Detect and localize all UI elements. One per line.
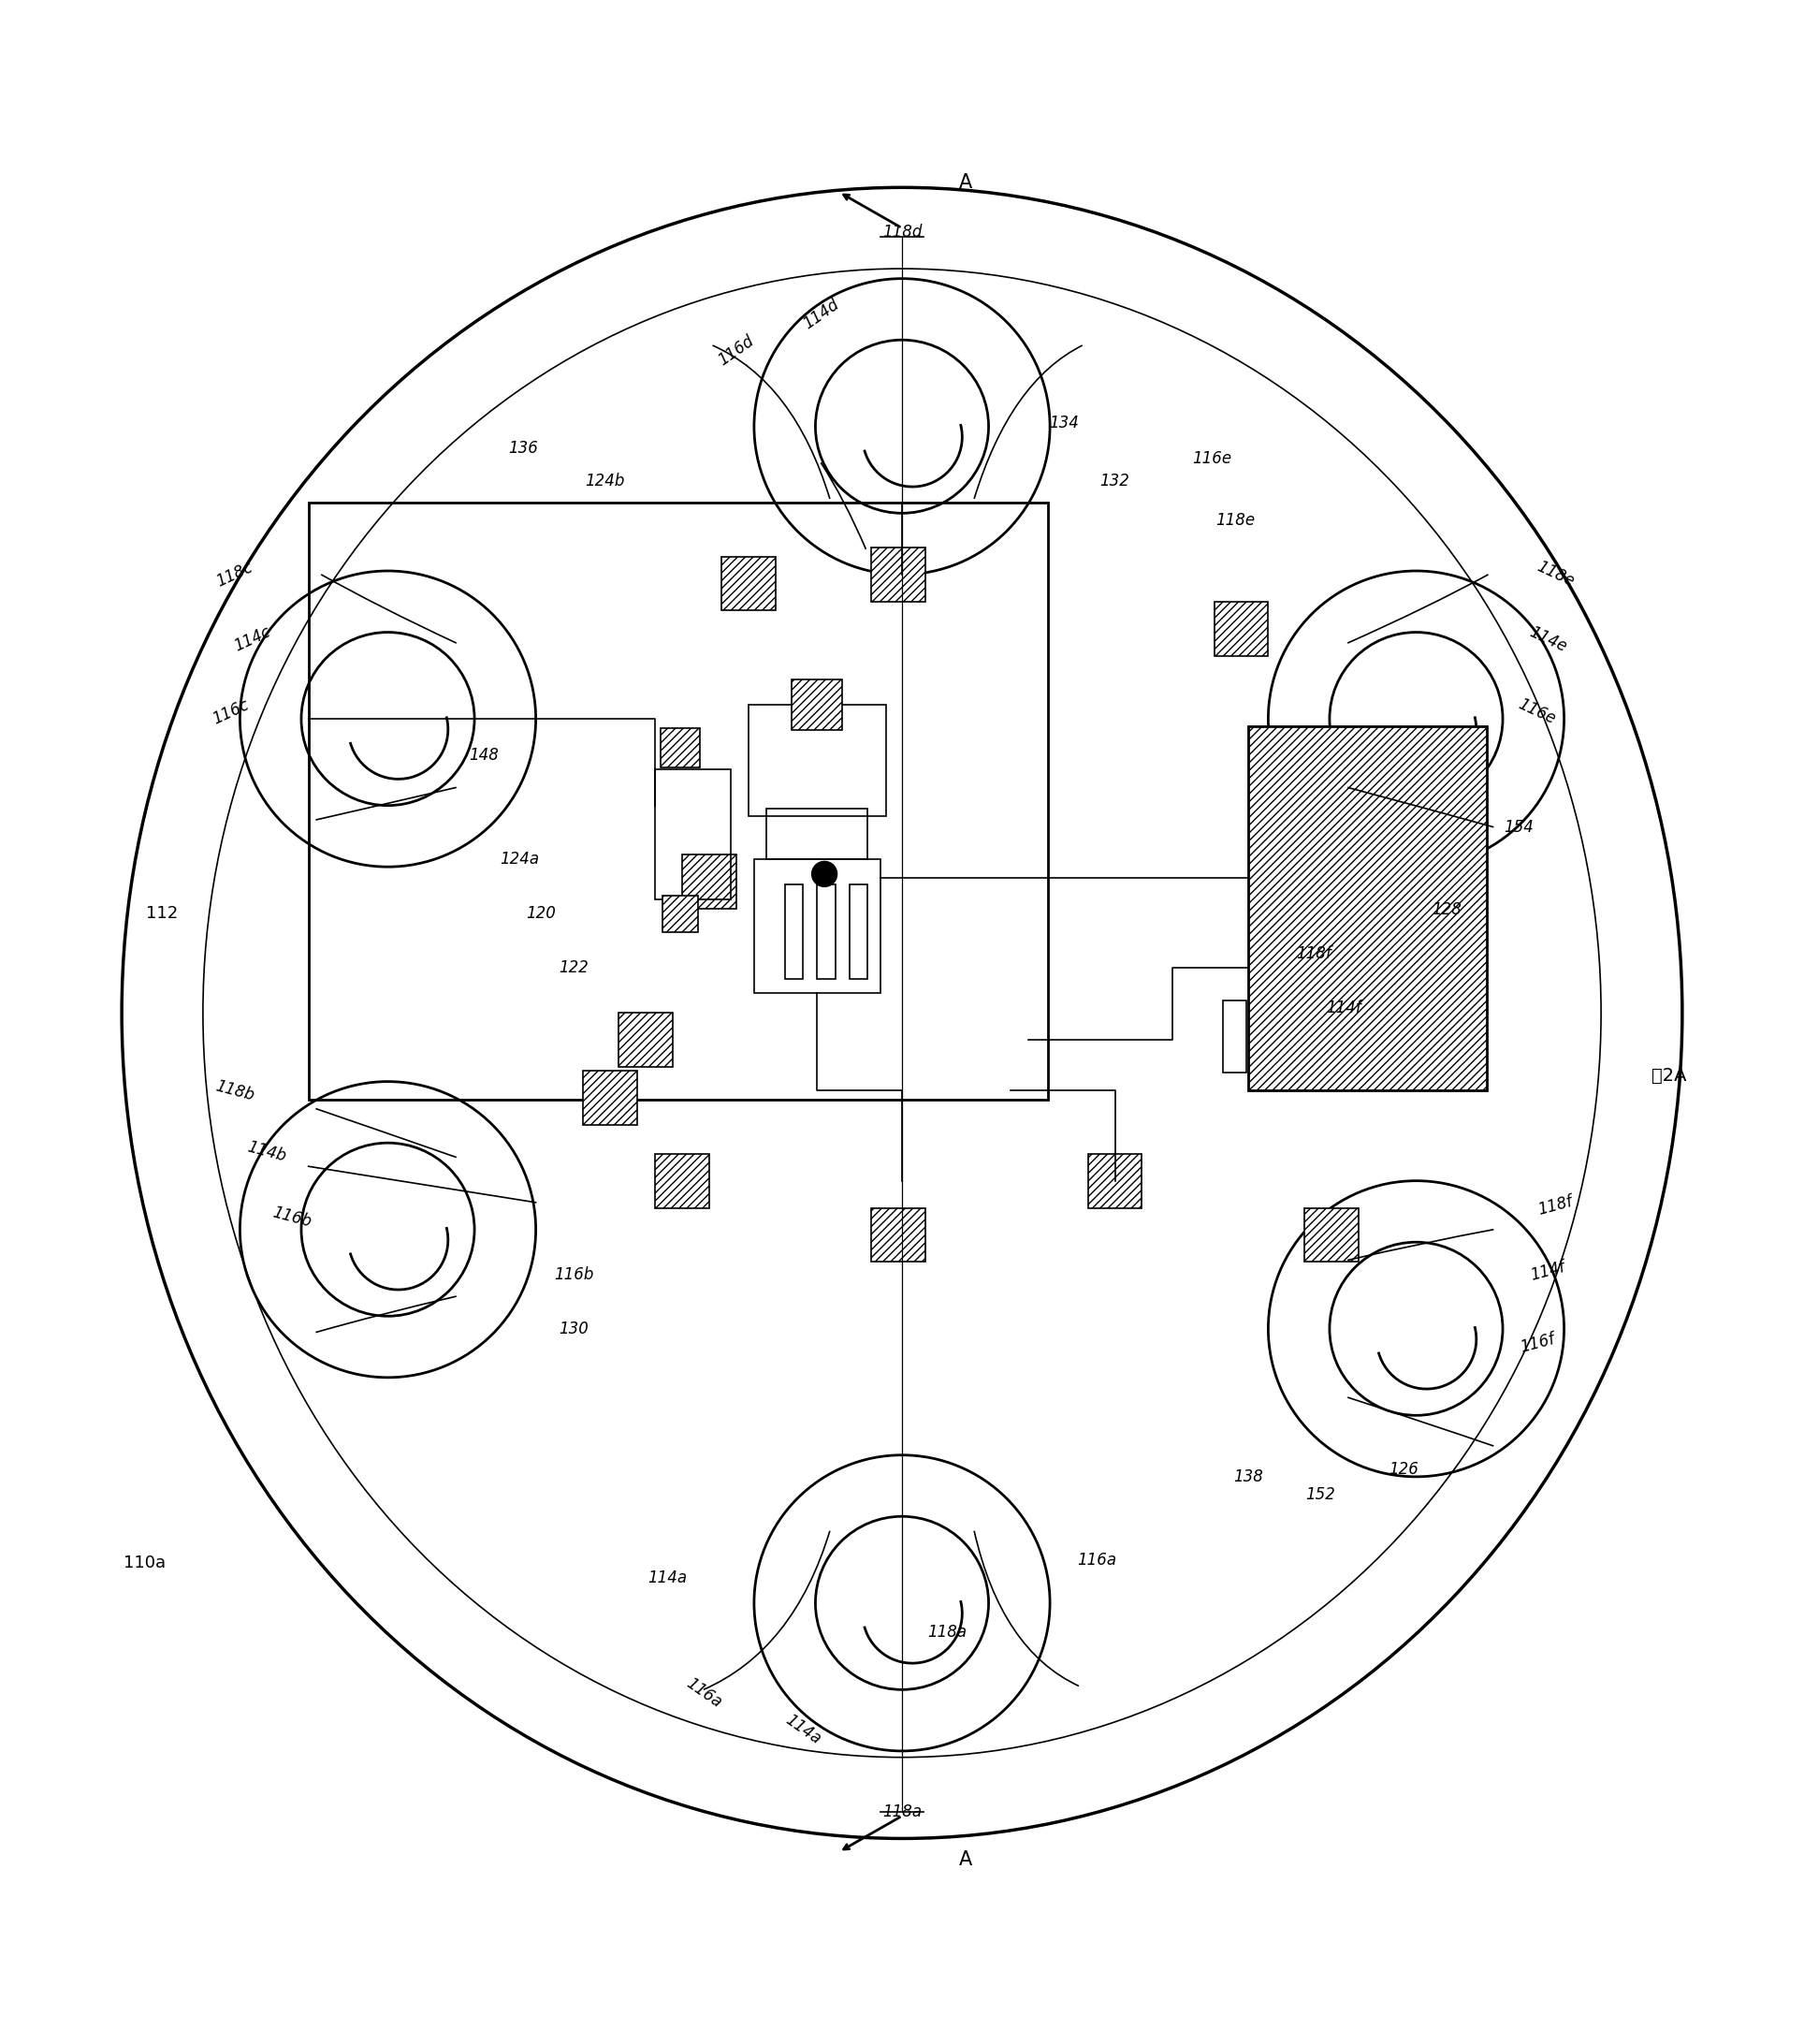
Text: 116b: 116b bbox=[271, 1204, 314, 1230]
Bar bbox=[817, 885, 835, 979]
Bar bbox=[767, 809, 868, 861]
Text: 126: 126 bbox=[1389, 1461, 1418, 1478]
Bar bbox=[308, 503, 1048, 1100]
Bar bbox=[850, 885, 868, 979]
Bar bbox=[619, 1014, 673, 1067]
Bar bbox=[660, 728, 700, 769]
Bar bbox=[682, 854, 736, 908]
Text: 118f: 118f bbox=[1535, 1194, 1575, 1218]
Text: 114b: 114b bbox=[245, 1139, 289, 1165]
Text: 116a: 116a bbox=[682, 1674, 725, 1711]
Bar bbox=[785, 885, 803, 979]
Bar bbox=[722, 556, 776, 611]
Bar bbox=[583, 1071, 637, 1124]
Text: 124b: 124b bbox=[584, 472, 624, 489]
Text: 124a: 124a bbox=[500, 850, 539, 869]
Bar bbox=[1214, 601, 1268, 656]
Text: 128: 128 bbox=[1432, 901, 1461, 918]
Text: 132: 132 bbox=[1100, 472, 1129, 489]
Text: 114a: 114a bbox=[781, 1711, 824, 1748]
Text: 112: 112 bbox=[146, 905, 179, 922]
Bar bbox=[871, 548, 925, 601]
Text: 114d: 114d bbox=[799, 296, 842, 333]
Text: 116a: 116a bbox=[1077, 1551, 1117, 1568]
Text: 116e: 116e bbox=[1192, 450, 1232, 468]
Text: 114c: 114c bbox=[231, 623, 274, 656]
Bar bbox=[662, 895, 698, 932]
Text: 154: 154 bbox=[1505, 820, 1533, 836]
Text: 110a: 110a bbox=[123, 1555, 166, 1572]
Text: 118f: 118f bbox=[1295, 944, 1331, 963]
Text: 118a: 118a bbox=[882, 1805, 922, 1821]
Text: A: A bbox=[958, 174, 972, 192]
Text: 120: 120 bbox=[527, 905, 556, 922]
Text: 118b: 118b bbox=[213, 1077, 256, 1104]
Bar bbox=[1304, 1208, 1358, 1261]
Bar bbox=[1248, 726, 1486, 1091]
Text: 114e: 114e bbox=[1526, 623, 1569, 656]
Text: 138: 138 bbox=[1234, 1468, 1263, 1486]
Bar bbox=[1223, 1000, 1247, 1073]
Text: 134: 134 bbox=[1050, 415, 1079, 431]
Text: 118e: 118e bbox=[1533, 558, 1577, 591]
Bar bbox=[871, 1208, 925, 1261]
Bar bbox=[749, 705, 886, 816]
Text: 118d: 118d bbox=[882, 223, 922, 239]
Bar bbox=[754, 861, 880, 993]
Text: 136: 136 bbox=[509, 439, 538, 456]
Text: 152: 152 bbox=[1306, 1486, 1335, 1502]
Bar bbox=[1295, 891, 1349, 944]
Text: 148: 148 bbox=[469, 746, 498, 762]
Bar bbox=[655, 769, 731, 899]
Text: 114f: 114f bbox=[1528, 1259, 1568, 1284]
Text: 122: 122 bbox=[559, 959, 588, 977]
Text: 图2A: 图2A bbox=[1651, 1067, 1687, 1085]
Text: 116c: 116c bbox=[209, 695, 253, 728]
Text: 116d: 116d bbox=[714, 333, 758, 370]
Text: 114a: 114a bbox=[648, 1570, 687, 1586]
Text: 114f: 114f bbox=[1326, 1000, 1362, 1016]
Circle shape bbox=[812, 861, 837, 887]
Bar bbox=[655, 1153, 709, 1208]
Text: 116e: 116e bbox=[1515, 695, 1559, 728]
Bar bbox=[1088, 1153, 1142, 1208]
Text: 130: 130 bbox=[559, 1320, 588, 1337]
Text: 116b: 116b bbox=[554, 1265, 594, 1284]
Text: 118c: 118c bbox=[213, 558, 256, 591]
Text: A: A bbox=[958, 1850, 972, 1868]
Text: 118e: 118e bbox=[1216, 511, 1256, 529]
Bar bbox=[792, 679, 842, 730]
Text: 118a: 118a bbox=[927, 1623, 967, 1641]
Text: 116f: 116f bbox=[1517, 1331, 1557, 1355]
